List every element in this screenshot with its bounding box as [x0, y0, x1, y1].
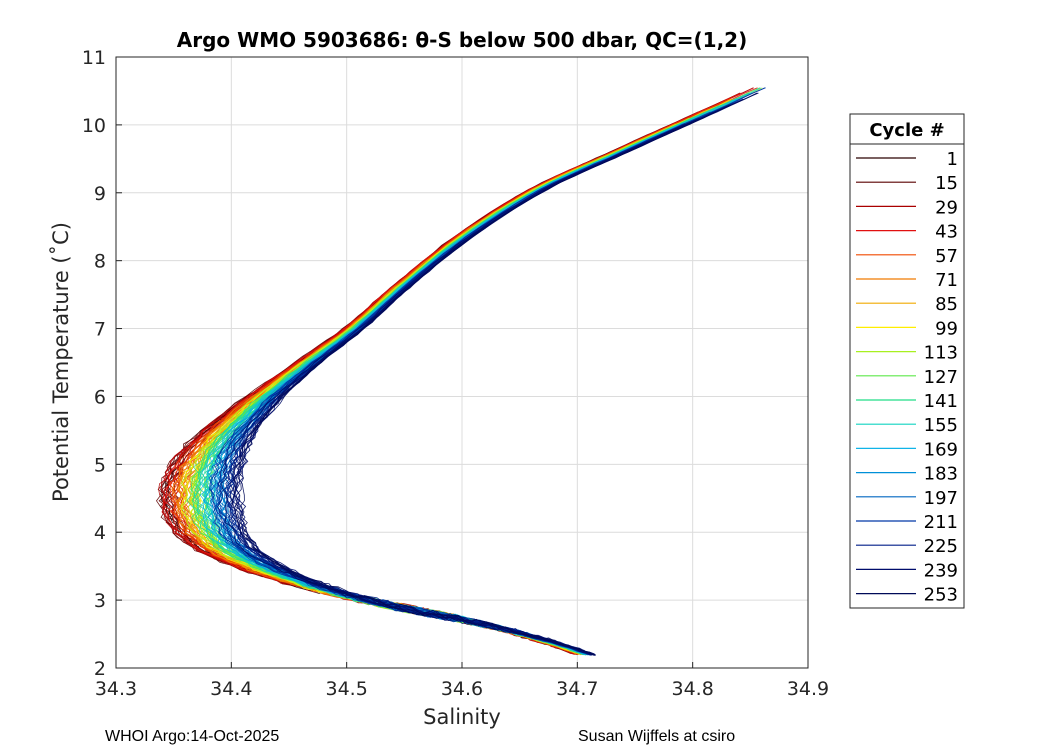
- legend-entry-label: 197: [924, 488, 958, 509]
- legend-entry-label: 15: [935, 173, 958, 194]
- legend-entry-label: 29: [935, 197, 958, 218]
- legend-box: [849, 113, 965, 609]
- y-tick-label: 10: [82, 115, 106, 137]
- legend-entries: 1 15 29 43 57 71 85 99 113 127 141 155 169 183 197 211 2…: [856, 149, 958, 606]
- legend-entry-label: 127: [924, 367, 958, 388]
- y-tick-label: 3: [94, 590, 106, 612]
- x-axis-label: Salinity: [423, 705, 501, 729]
- footer-right: Susan Wijffels at csiro: [578, 728, 735, 745]
- legend-entry-label: 169: [924, 439, 958, 460]
- y-tick-label: 11: [82, 47, 106, 69]
- y-tick-labels: 2 3 4 5 6 7 8 9 10 11: [82, 47, 122, 680]
- y-tick-label: 9: [94, 183, 106, 205]
- x-tick-label: 34.7: [556, 678, 598, 700]
- legend-entry-label: 183: [924, 464, 958, 485]
- legend-title: Cycle #: [869, 120, 944, 141]
- legend-entry-label: 239: [924, 560, 958, 581]
- legend-entry-label: 43: [935, 222, 958, 243]
- legend-entry-label: 225: [924, 536, 958, 557]
- cycle-profile-line: [237, 105, 730, 656]
- legend-entry-label: 141: [924, 391, 958, 412]
- x-tick-label: 34.8: [672, 678, 714, 700]
- y-tick-label: 5: [94, 454, 106, 476]
- y-tick-label: 8: [94, 251, 106, 273]
- y-tick-label: 2: [94, 658, 106, 680]
- legend-entry-label: 71: [935, 270, 958, 291]
- legend: Cycle # 1 15 29 43 57 71 85 99 113 127 141 155 169 18…: [849, 113, 965, 609]
- legend-entry-label: 1: [947, 149, 958, 170]
- legend-entry-label: 155: [924, 415, 958, 436]
- x-tick-label: 34.3: [95, 678, 137, 700]
- x-tick-label: 34.9: [787, 678, 829, 700]
- legend-entry-label: 211: [924, 512, 958, 533]
- series-lines: [156, 87, 766, 656]
- y-tick-label: 7: [94, 319, 106, 341]
- y-tick-label: 6: [94, 386, 106, 408]
- legend-entry-label: 57: [935, 246, 958, 267]
- x-tick-labels: 34.3 34.4 34.5 34.6 34.7 34.8 34.9: [95, 662, 829, 700]
- legend-entry-label: 99: [935, 318, 958, 339]
- y-axis-label: Potential Temperature (˚C): [49, 222, 73, 502]
- legend-entry-label: 85: [935, 294, 958, 315]
- y-tick-label: 4: [94, 522, 106, 544]
- legend-entry-label: 253: [924, 585, 958, 606]
- legend-entry-label: 113: [924, 343, 958, 364]
- x-tick-label: 34.4: [210, 678, 252, 700]
- chart-title: Argo WMO 5903686: θ-S below 500 dbar, QC…: [177, 28, 747, 52]
- x-tick-label: 34.5: [326, 678, 368, 700]
- footer-left: WHOI Argo:14-Oct-2025: [105, 728, 279, 745]
- x-tick-label: 34.6: [441, 678, 483, 700]
